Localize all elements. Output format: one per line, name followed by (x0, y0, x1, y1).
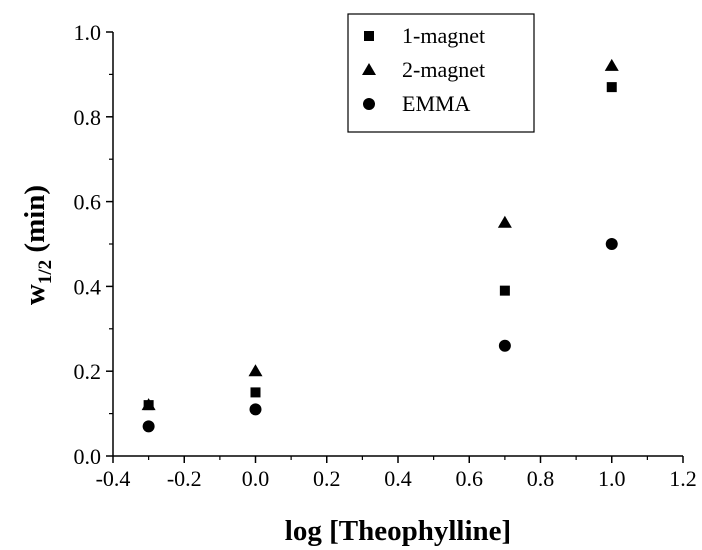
y-tick-label: 0.0 (74, 444, 102, 469)
y-tick-label: 0.4 (74, 274, 102, 299)
circle-point (498, 339, 511, 352)
circle-point (605, 238, 618, 250)
series-emma (142, 238, 618, 433)
legend-triangle-marker (362, 63, 376, 75)
legend-label: 2-magnet (402, 57, 485, 82)
y-axis-title: w1/2 (min) (19, 185, 56, 305)
legend: 1-magnet 2-magnet EMMA (347, 13, 535, 133)
x-tick-label: 1.0 (598, 466, 626, 491)
circle-point (142, 420, 155, 433)
circle-point (249, 403, 262, 416)
y-axis-title-suffix: (min) (19, 185, 51, 260)
x-axis-ticks: -0.4 -0.2 0.0 0.2 0.4 0.6 0.8 1.0 1.2 (96, 456, 697, 491)
y-axis-ticks: 0.0 0.2 0.4 0.6 0.8 1.0 (74, 20, 113, 469)
x-tick-label: 0.6 (456, 466, 484, 491)
y-tick-label: 0.6 (74, 190, 102, 215)
triangle-point (141, 398, 156, 411)
triangle-point (248, 364, 263, 377)
y-tick-label: 0.2 (74, 359, 102, 384)
square-point (250, 387, 261, 398)
data-points (141, 58, 619, 433)
x-tick-label: 0.0 (242, 466, 270, 491)
x-tick-label: 0.2 (313, 466, 341, 491)
y-tick-label: 0.8 (74, 105, 102, 130)
x-tick-label: -0.4 (96, 466, 131, 491)
x-tick-label: -0.2 (167, 466, 202, 491)
x-tick-label: 0.8 (527, 466, 555, 491)
legend-label: 1-magnet (402, 23, 485, 48)
legend-items: 1-magnet 2-magnet EMMA (362, 23, 485, 116)
x-tick-label: 0.4 (384, 466, 412, 491)
legend-square-marker (364, 31, 374, 41)
square-point (606, 82, 617, 93)
legend-label: EMMA (402, 91, 471, 116)
y-axis-title-main: w (19, 284, 51, 305)
legend-circle-marker (363, 98, 375, 110)
triangle-point (604, 58, 619, 71)
x-tick-label: 1.2 (669, 466, 697, 491)
square-point (499, 285, 510, 296)
legend-box (347, 13, 535, 133)
y-tick-label: 1.0 (74, 20, 102, 45)
series-2-magnet (141, 58, 619, 411)
y-axis-title-subscript: 1/2 (35, 260, 56, 284)
triangle-point (497, 215, 512, 228)
x-axis-title: log [Theophylline] (285, 515, 511, 547)
